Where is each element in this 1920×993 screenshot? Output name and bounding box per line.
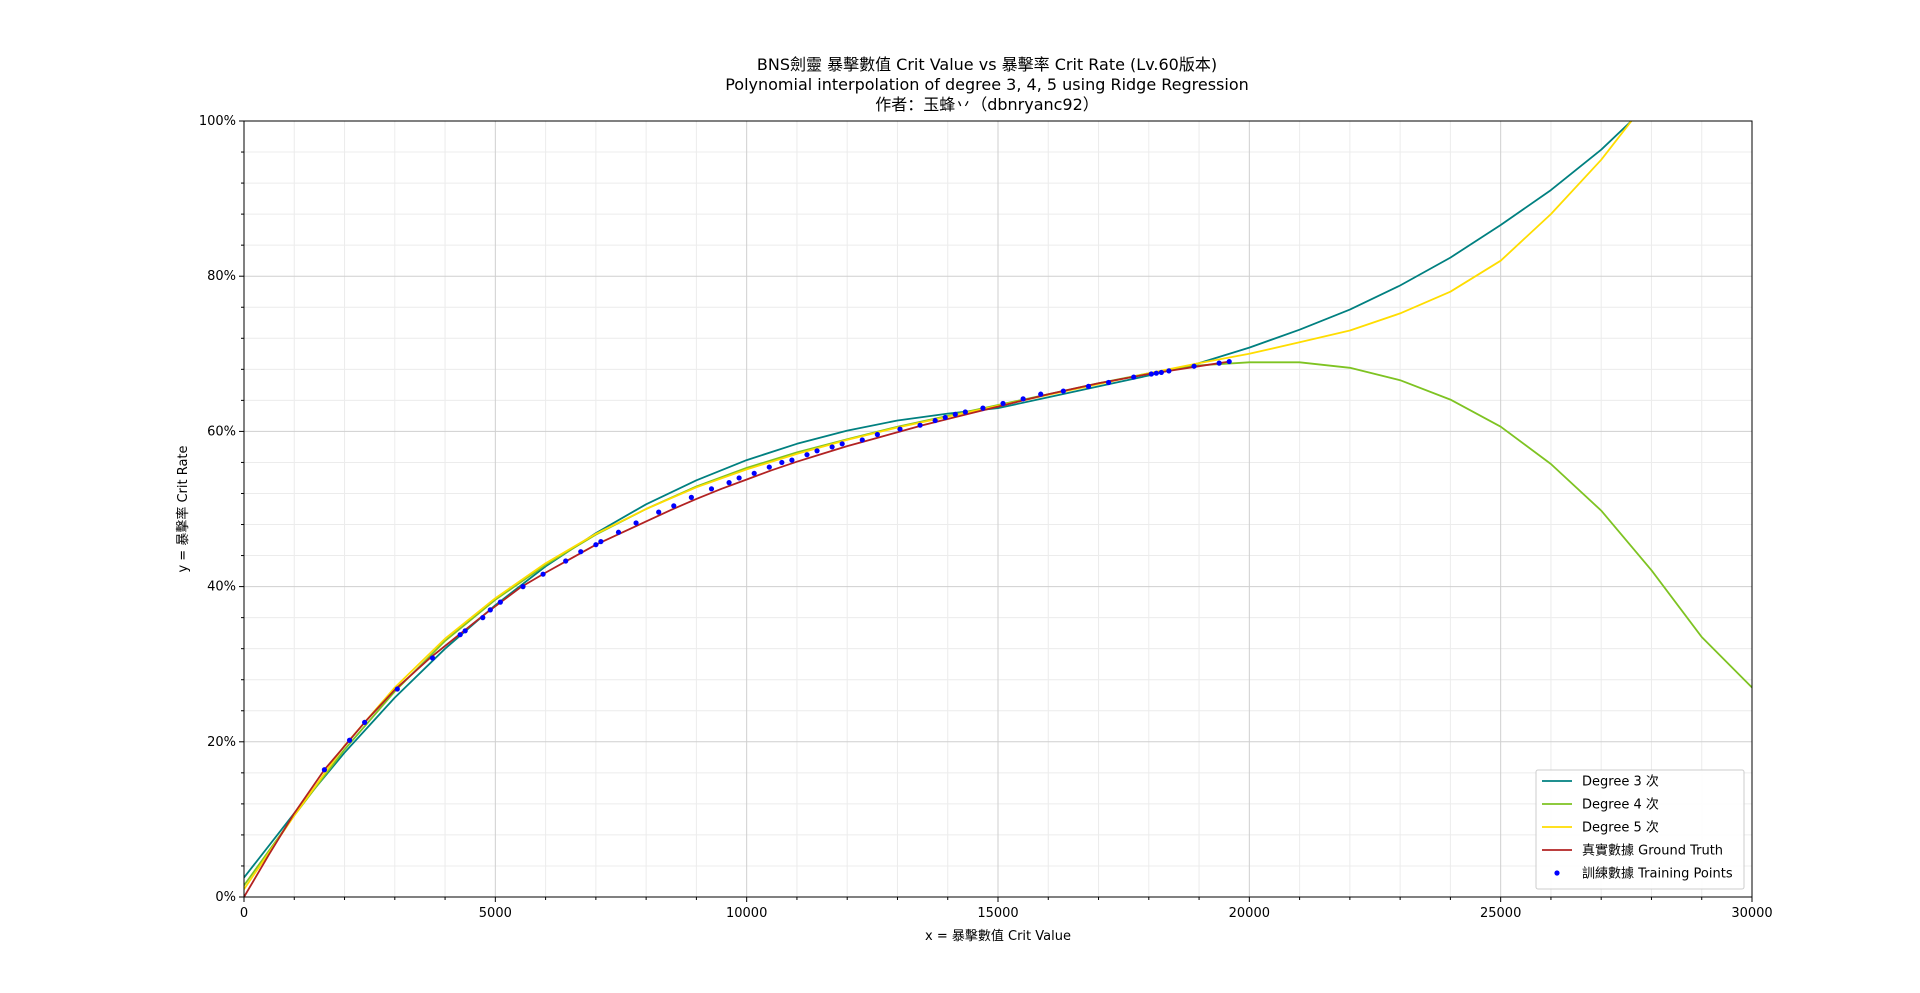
series-line-4 (244, 360, 1230, 897)
legend-swatch-point (1554, 870, 1560, 876)
x-tick-label: 25000 (1480, 906, 1521, 921)
y-axis: 0% 20% 40% 60% 80% 100% (199, 114, 244, 905)
y-tick-label: 0% (215, 890, 236, 905)
x-tick-label: 30000 (1731, 906, 1772, 921)
training-point (917, 422, 923, 428)
training-point (656, 509, 662, 515)
legend-label-4: 真實數據 Ground Truth (1582, 843, 1723, 859)
training-point (1105, 379, 1112, 386)
training-point (563, 558, 569, 564)
training-point (1216, 360, 1222, 366)
x-tick-label: 5000 (479, 906, 512, 921)
training-point (1060, 388, 1066, 394)
training-point (593, 542, 599, 548)
training-point (804, 452, 810, 458)
training-point (429, 655, 436, 661)
legend-box (1535, 769, 1745, 890)
training-point (829, 444, 835, 450)
training-point (540, 571, 546, 577)
training-point (487, 607, 493, 613)
chart-title-line-3: 作者：玉蜂丷（dbnryanc92） (875, 95, 1099, 114)
series-line-3 (244, 121, 1633, 890)
training-point (346, 737, 353, 743)
training-point (598, 538, 604, 545)
y-tick-label: 40% (207, 580, 236, 595)
legend-label-2: Degree 4 次 (1582, 797, 1659, 813)
training-point (814, 448, 820, 454)
training-point (766, 464, 772, 470)
y-tick-label: 60% (207, 424, 236, 439)
training-point (1226, 358, 1232, 365)
training-point (578, 549, 584, 555)
training-point (932, 417, 938, 424)
training-point (942, 414, 948, 421)
legend-label-5: 訓練數據 Training Points (1582, 866, 1733, 882)
training-point (839, 441, 845, 447)
training-point (520, 584, 526, 590)
series-line-1 (244, 121, 1633, 879)
y-tick-label: 100% (199, 114, 236, 129)
training-point (394, 686, 400, 692)
training-point (897, 426, 903, 432)
x-tick-label: 0 (240, 906, 248, 921)
chart-title: BNS劍靈 暴擊數值 Crit Value vs 暴擊率 Crit Rate (… (725, 55, 1249, 114)
training-point (497, 599, 503, 605)
training-point (726, 480, 732, 486)
chart-title-line-1: BNS劍靈 暴擊數值 Crit Value vs 暴擊率 Crit Rate (… (757, 55, 1217, 74)
training-point (751, 470, 757, 476)
training-point (1085, 383, 1092, 389)
training-point (321, 767, 328, 773)
x-tick-label: 15000 (977, 906, 1018, 921)
training-point (671, 503, 677, 509)
training-point (736, 475, 742, 481)
training-point (457, 632, 463, 638)
training-point (859, 437, 865, 443)
training-point (1000, 400, 1006, 407)
training-point (1153, 370, 1159, 376)
x-axis: 0 5000 10000 15000 20000 25000 30000 (240, 897, 1773, 921)
training-point (980, 405, 986, 411)
training-point (1158, 369, 1164, 376)
training-point (1166, 368, 1172, 374)
y-axis-label: y = 暴擊率 Crit Rate (175, 445, 191, 572)
training-point (962, 409, 968, 415)
training-point (1131, 374, 1137, 380)
training-point (633, 520, 639, 526)
training-point (874, 431, 880, 438)
training-point (480, 615, 486, 621)
training-point (1020, 396, 1026, 402)
training-point (1038, 391, 1044, 397)
training-points-layer (321, 358, 1232, 773)
training-point (952, 411, 958, 417)
legend-label-3: Degree 5 次 (1582, 820, 1659, 836)
x-tick-label: 10000 (726, 906, 767, 921)
training-point (615, 529, 622, 535)
chart-title-line-2: Polynomial interpolation of degree 3, 4,… (725, 75, 1249, 94)
training-point (789, 457, 795, 463)
training-point (779, 459, 785, 466)
x-axis-label: x = 暴擊數值 Crit Value (925, 928, 1071, 944)
training-point (362, 719, 368, 726)
training-point (1148, 371, 1154, 377)
training-point (462, 628, 468, 634)
legend-label-1: Degree 3 次 (1582, 774, 1659, 790)
x-tick-label: 20000 (1229, 906, 1270, 921)
training-point (688, 494, 694, 500)
training-point (708, 486, 715, 492)
y-tick-label: 20% (207, 735, 236, 750)
y-tick-label: 80% (207, 269, 236, 284)
training-point (1191, 363, 1197, 369)
